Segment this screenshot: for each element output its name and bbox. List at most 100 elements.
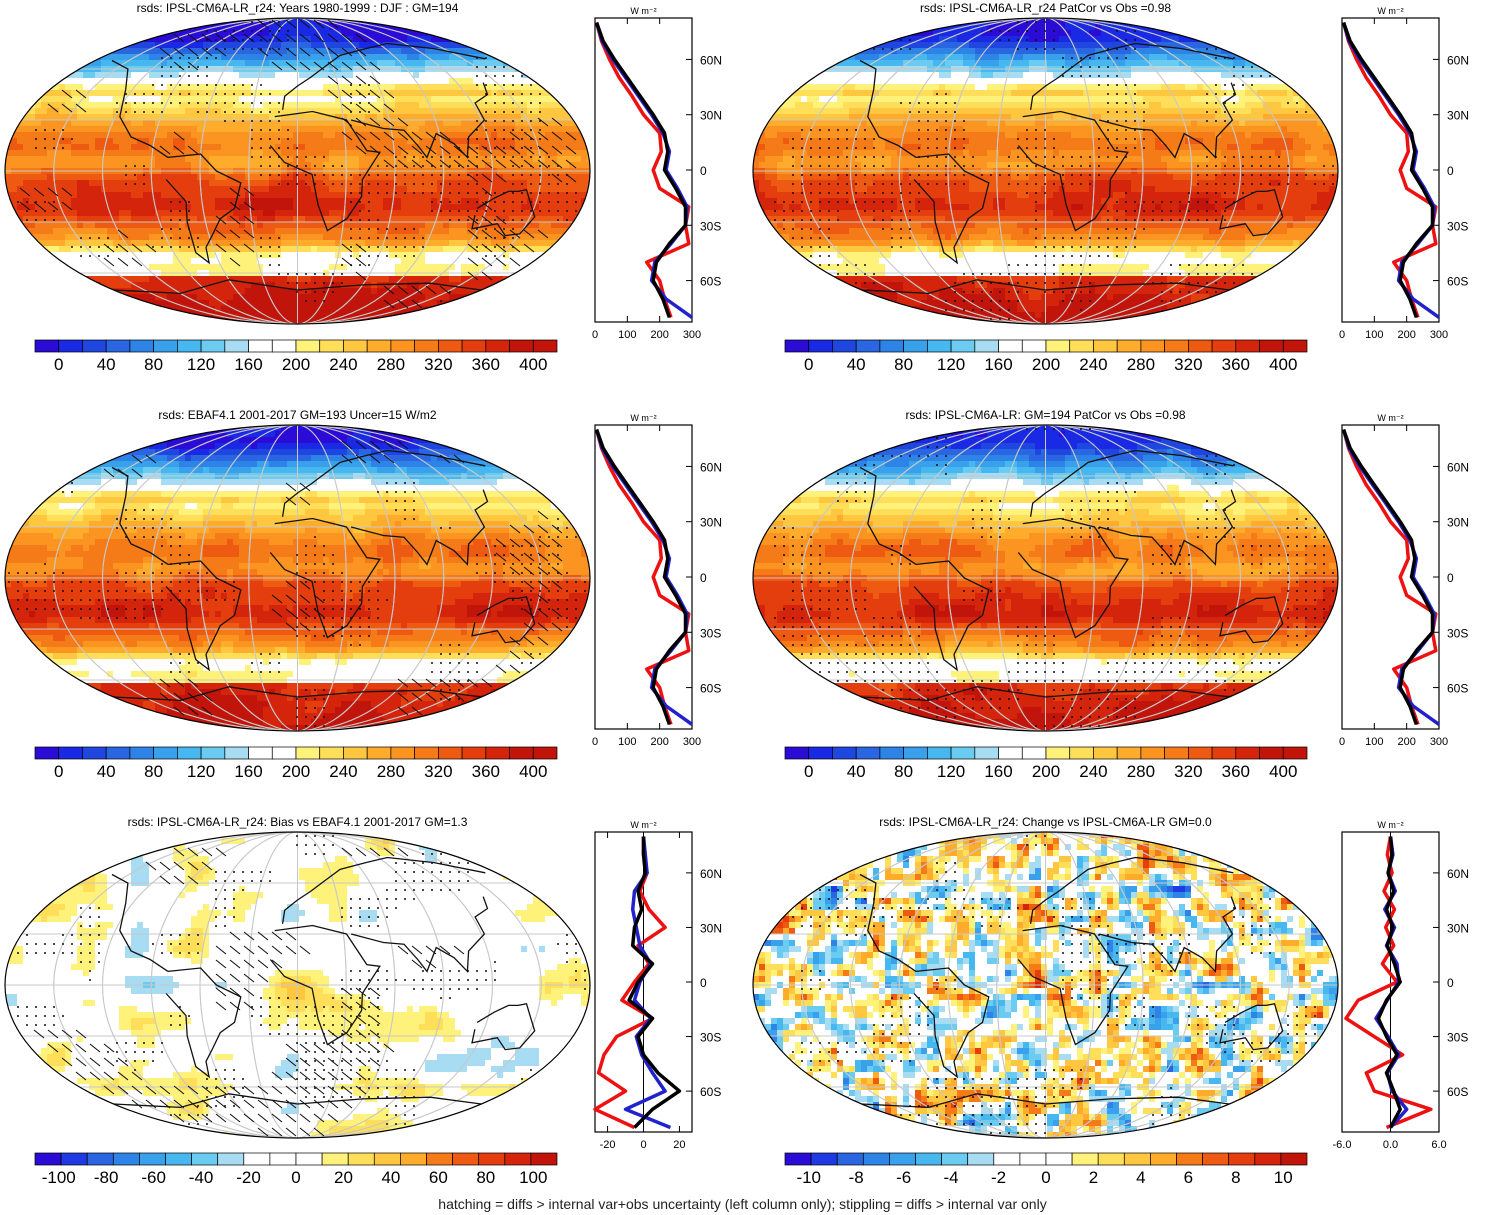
profile-x-label: 200	[650, 329, 668, 341]
colorbar-tick-label: 320	[424, 355, 452, 374]
colorbar-2: 0 40 80 120 160 200 240 280 320 360 400	[784, 339, 1308, 374]
colorbar-tick-label: -40	[189, 1168, 214, 1187]
colorbar-tick-label: 0	[54, 355, 63, 374]
profile-lat-label: 30S	[700, 1031, 721, 1045]
map-field-6	[753, 832, 1338, 1138]
profile-lat-label: 30N	[700, 109, 722, 123]
colorbar-tick-label: -20	[236, 1168, 261, 1187]
map-panel-5: rsds: IPSL-CM6A-LR_r24: Bias vs EBAF4.1 …	[4, 815, 591, 1139]
colorbar-tick-label: 120	[187, 355, 215, 374]
colorbar-4: 0 40 80 120 160 200 240 280 320 360 400	[784, 746, 1308, 781]
colorbar-tick-label: 160	[234, 355, 262, 374]
figure-footnote: hatching = diffs > internal var+obs unce…	[0, 1196, 1485, 1212]
profile-lat-label: 60S	[700, 1085, 721, 1099]
colorbar-tick-label: -4	[944, 1168, 959, 1187]
map-coastlines-2	[859, 42, 1284, 295]
colorbar-tick-label: 80	[894, 762, 913, 781]
profile-x-label: 100	[618, 329, 636, 341]
map-field-5	[5, 832, 590, 1138]
profile-lat-label: 0	[700, 571, 707, 585]
colorbar-tick-label: 80	[476, 1168, 495, 1187]
colorbar-tick-label: 40	[381, 1168, 400, 1187]
profile-x-label: 0	[640, 1139, 646, 1151]
colorbar-tick-label: 360	[472, 355, 500, 374]
profile-lat-label: 0	[1447, 164, 1454, 178]
colorbar-tick-label: 40	[97, 355, 116, 374]
colorbar-1: 0 40 80 120 160 200 240 280 320 360 400	[34, 339, 558, 374]
colorbar-tick-label: 0	[291, 1168, 300, 1187]
profile-frame	[594, 424, 693, 730]
colorbar-tick-label: 160	[984, 762, 1012, 781]
profile-unit: W m⁻²	[1377, 820, 1403, 830]
profile-x-label: 20	[673, 1139, 685, 1151]
colorbar-tick-label: 200	[282, 762, 310, 781]
colorbar-tick-label: 200	[1032, 355, 1060, 374]
profile-x-label: 300	[1430, 736, 1448, 748]
map-border-4	[752, 424, 1339, 732]
colorbar-tick-label: 6	[1184, 1168, 1193, 1187]
profile-lat-label: 60N	[700, 867, 722, 881]
profile-lat-label: 30S	[1447, 219, 1468, 233]
map-title-6: rsds: IPSL-CM6A-LR_r24: Change vs IPSL-C…	[879, 815, 1212, 829]
profile-lat-label: 30N	[1447, 109, 1469, 123]
colorbar-tick-label: -80	[94, 1168, 119, 1187]
map-coastlines-3	[111, 449, 536, 702]
map-coastlines-5	[111, 856, 536, 1109]
map-field-3	[5, 425, 590, 731]
profile-lat-label: 0	[1447, 571, 1454, 585]
map-panel-4: rsds: IPSL-CM6A-LR: GM=194 PatCor vs Obs…	[752, 408, 1339, 732]
map-border-6	[752, 831, 1339, 1139]
map-border-2	[752, 17, 1339, 325]
profile-series-other	[1341, 22, 1438, 318]
profile-series-model	[1341, 22, 1435, 318]
profile-unit: W m⁻²	[630, 413, 656, 423]
colorbar-tick-label: 400	[1269, 762, 1297, 781]
profile-series-model	[1376, 836, 1402, 1129]
profile-x-label: 6.0	[1431, 1139, 1446, 1151]
colorbar-tick-label: 400	[1269, 355, 1297, 374]
colorbar-tick-label: 400	[519, 355, 547, 374]
colorbar-tick-label: 4	[1136, 1168, 1145, 1187]
profile-series-other	[1341, 429, 1438, 725]
profile-series-model	[1341, 429, 1435, 725]
map-panel-1: rsds: IPSL-CM6A-LR_r24: Years 1980-1999 …	[4, 1, 591, 325]
profile-x-label: 0	[592, 329, 598, 341]
profile-x-label: 300	[1430, 329, 1448, 341]
colorbar-tick-label: 280	[1127, 762, 1155, 781]
colorbar-tick-label: 40	[847, 762, 866, 781]
profile-x-label: 0	[1339, 329, 1345, 341]
colorbar-tick-label: 10	[1274, 1168, 1293, 1187]
profile-x-label: 200	[1397, 329, 1415, 341]
profile-unit: W m⁻²	[630, 6, 656, 16]
profile-lat-label: 60S	[1447, 682, 1468, 696]
map-panel-3: rsds: EBAF4.1 2001-2017 GM=193 Uncer=15 …	[4, 408, 591, 732]
map-panel-6: rsds: IPSL-CM6A-LR_r24: Change vs IPSL-C…	[752, 815, 1339, 1139]
colorbar-tick-label: -8	[849, 1168, 864, 1187]
profile-lat-label: 30S	[700, 219, 721, 233]
colorbar-tick-label: 0	[804, 762, 813, 781]
profile-x-label: -20	[600, 1139, 616, 1151]
profile-x-label: 300	[683, 329, 701, 341]
profile-frame	[1341, 17, 1440, 323]
profile-lat-label: 60S	[1447, 275, 1468, 289]
colorbar-tick-label: 400	[519, 762, 547, 781]
colorbar-6: -10 -8 -6 -4 -2 0 2 4 6 8 10	[784, 1152, 1308, 1187]
profile-lat-label: 30S	[1447, 626, 1468, 640]
colorbar-tick-label: 240	[1079, 762, 1107, 781]
profile-lat-label: 30N	[1447, 516, 1469, 530]
profile-5: 60N 30N 0 30S 60S -20 0 20 W m⁻²	[593, 820, 722, 1151]
profile-unit: W m⁻²	[630, 820, 656, 830]
profile-lat-label: 60S	[700, 682, 721, 696]
profile-x-label: 0	[592, 736, 598, 748]
colorbar-tick-label: 320	[1174, 355, 1202, 374]
colorbar-tick-label: 0	[804, 355, 813, 374]
map-coastlines-6	[859, 856, 1284, 1109]
colorbar-tick-label: 240	[329, 355, 357, 374]
colorbar-tick-label: 8	[1231, 1168, 1240, 1187]
profile-lat-label: 60S	[700, 275, 721, 289]
profile-x-label: 100	[618, 736, 636, 748]
colorbar-3: 0 40 80 120 160 200 240 280 320 360 400	[34, 746, 558, 781]
colorbar-tick-label: -10	[796, 1168, 821, 1187]
colorbar-tick-label: 160	[984, 355, 1012, 374]
map-field-2	[753, 18, 1338, 324]
